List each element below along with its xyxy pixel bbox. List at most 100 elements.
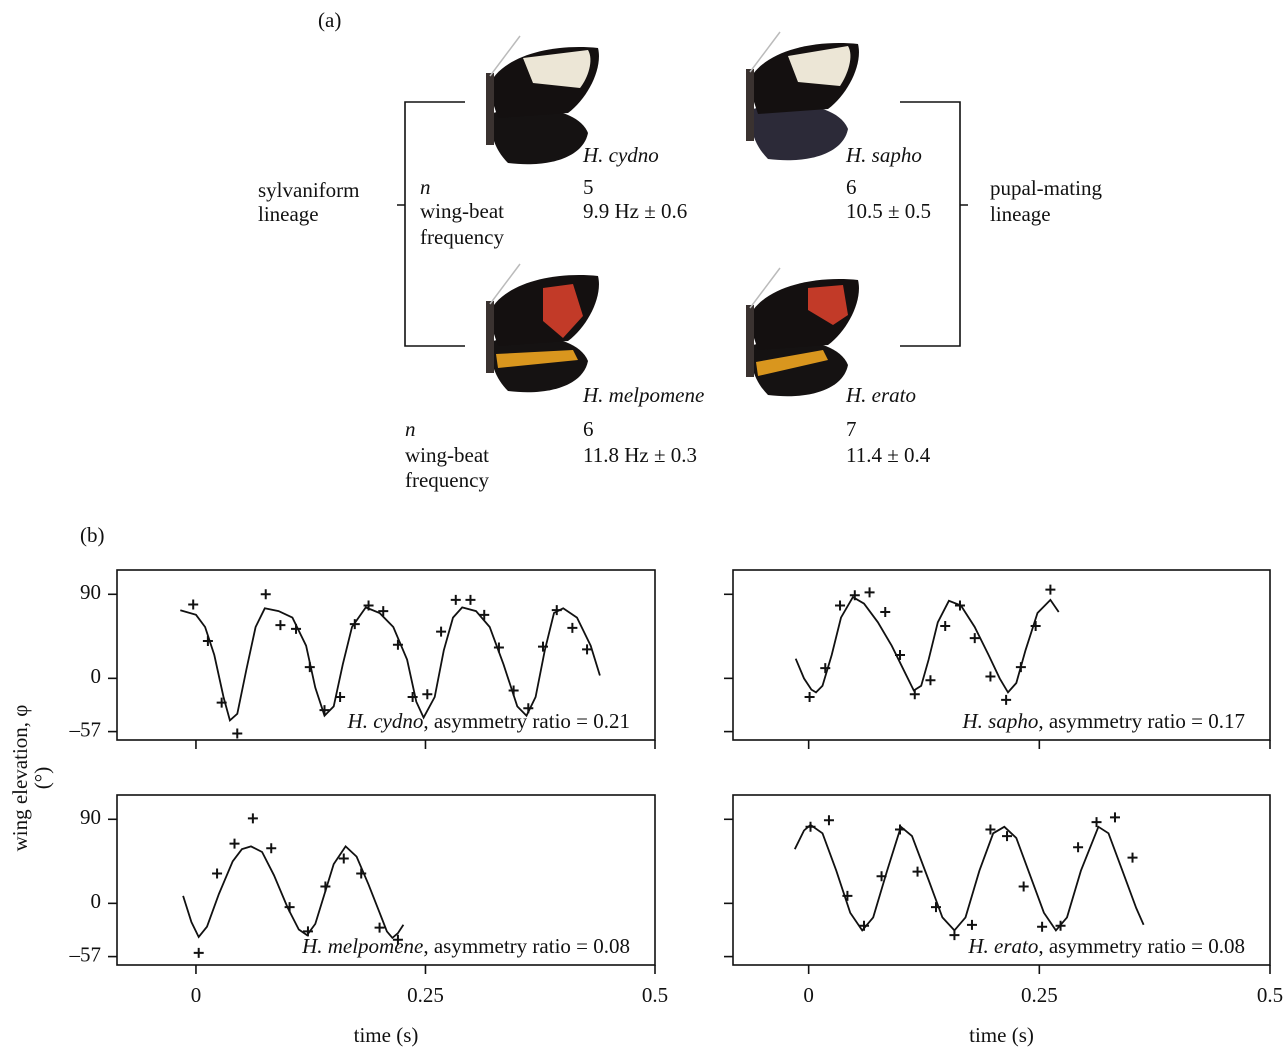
asymmetry-text: , asymmetry ratio = 0.21 bbox=[423, 709, 630, 733]
data-point bbox=[320, 881, 331, 892]
data-point bbox=[291, 623, 302, 634]
data-point bbox=[349, 619, 360, 630]
asymmetry-text: , asymmetry ratio = 0.08 bbox=[1038, 934, 1245, 958]
data-point bbox=[335, 692, 346, 703]
freq-label: frequency bbox=[420, 225, 504, 249]
freq-label: wing-beat bbox=[420, 199, 504, 223]
data-point bbox=[567, 622, 578, 633]
data-point bbox=[925, 675, 936, 686]
data-point bbox=[356, 868, 367, 879]
annotation: H. cydno, asymmetry ratio = 0.21 bbox=[347, 709, 630, 733]
x-tick-label: 0.25 bbox=[407, 983, 444, 1007]
y-tick-label: –57 bbox=[69, 942, 102, 966]
data-point bbox=[912, 866, 923, 877]
y-tick-label: 0 bbox=[91, 889, 102, 913]
data-point bbox=[895, 650, 906, 660]
data-point bbox=[260, 589, 271, 600]
annotation: H. erato, asymmetry ratio = 0.08 bbox=[967, 934, 1245, 958]
n-value: 6 bbox=[583, 417, 594, 441]
lineage-label: lineage bbox=[990, 202, 1051, 226]
data-point bbox=[949, 930, 960, 941]
data-point bbox=[1091, 817, 1102, 828]
panel-label: (b) bbox=[80, 523, 105, 547]
freq-value: 11.4 ± 0.4 bbox=[846, 443, 931, 467]
data-point bbox=[876, 871, 887, 882]
annotation: H. sapho, asymmetry ratio = 0.17 bbox=[962, 709, 1245, 733]
data-point bbox=[804, 692, 815, 703]
data-point bbox=[849, 590, 860, 601]
data-point bbox=[436, 626, 447, 637]
data-point bbox=[363, 600, 374, 611]
species-label: H. sapho bbox=[845, 143, 922, 167]
n-label: n bbox=[420, 175, 431, 199]
butterfly-image bbox=[745, 267, 859, 397]
data-point bbox=[1127, 852, 1138, 863]
data-point bbox=[895, 824, 906, 835]
annotation: H. melpomene, asymmetry ratio = 0.08 bbox=[301, 934, 630, 958]
data-point bbox=[193, 947, 204, 958]
data-point bbox=[969, 633, 980, 644]
data-point bbox=[275, 620, 286, 631]
data-point bbox=[232, 728, 243, 739]
data-point bbox=[930, 902, 941, 913]
data-point bbox=[909, 689, 920, 700]
data-point bbox=[1001, 694, 1012, 705]
data-point bbox=[966, 919, 977, 930]
species-label: H. erato bbox=[845, 383, 916, 407]
data-point bbox=[1109, 812, 1120, 823]
data-point bbox=[229, 838, 240, 849]
plot-frame bbox=[732, 794, 1271, 966]
n-value: 5 bbox=[583, 175, 594, 199]
data-point bbox=[1037, 921, 1048, 932]
species-name: H. sapho bbox=[962, 709, 1039, 733]
butterfly-image bbox=[485, 35, 599, 165]
data-point bbox=[392, 934, 403, 945]
freq-label: frequency bbox=[405, 468, 489, 492]
data-point bbox=[842, 890, 853, 901]
fit-curve bbox=[180, 606, 601, 723]
plot-frame bbox=[116, 569, 656, 741]
x-tick-label: 0 bbox=[191, 983, 202, 1007]
data-point bbox=[582, 644, 593, 655]
x-tick-label: 0 bbox=[803, 983, 814, 1007]
freq-label: wing-beat bbox=[405, 443, 489, 467]
species-label: H. melpomene bbox=[582, 383, 704, 407]
data-point bbox=[212, 868, 223, 879]
data-point bbox=[880, 607, 891, 618]
species-label: H. cydno bbox=[582, 143, 659, 167]
data-point bbox=[823, 815, 834, 826]
data-point bbox=[319, 705, 330, 716]
data-point bbox=[304, 662, 315, 673]
data-point bbox=[1015, 662, 1026, 673]
y-tick-label: –57 bbox=[69, 717, 102, 741]
data-point bbox=[805, 821, 816, 832]
data-point bbox=[508, 685, 519, 696]
asymmetry-text: , asymmetry ratio = 0.08 bbox=[423, 934, 630, 958]
panel-label: (a) bbox=[318, 8, 341, 32]
data-point bbox=[188, 599, 199, 610]
freq-value: 11.8 Hz ± 0.3 bbox=[583, 443, 697, 467]
data-point bbox=[479, 609, 490, 620]
data-point bbox=[407, 692, 418, 703]
plot-frame bbox=[116, 794, 656, 966]
freq-value: 10.5 ± 0.5 bbox=[846, 199, 931, 223]
data-point bbox=[864, 587, 875, 598]
data-point bbox=[985, 824, 996, 835]
data-point bbox=[1055, 920, 1066, 931]
data-point bbox=[523, 703, 534, 714]
lineage-label: pupal-mating bbox=[990, 176, 1102, 200]
x-axis-label: time (s) bbox=[354, 1023, 419, 1047]
n-label: n bbox=[405, 417, 416, 441]
x-tick-label: 0.5 bbox=[642, 983, 668, 1007]
data-point bbox=[1030, 621, 1041, 632]
y-tick-label: 90 bbox=[80, 805, 101, 829]
data-point bbox=[537, 641, 548, 652]
butterfly-image bbox=[485, 263, 599, 393]
fit-curve bbox=[182, 845, 405, 940]
data-point bbox=[216, 697, 227, 708]
data-point bbox=[954, 600, 965, 611]
data-point bbox=[266, 843, 277, 854]
y-tick-label: 90 bbox=[80, 580, 101, 604]
data-point bbox=[859, 920, 870, 931]
plot-frame bbox=[732, 569, 1271, 741]
